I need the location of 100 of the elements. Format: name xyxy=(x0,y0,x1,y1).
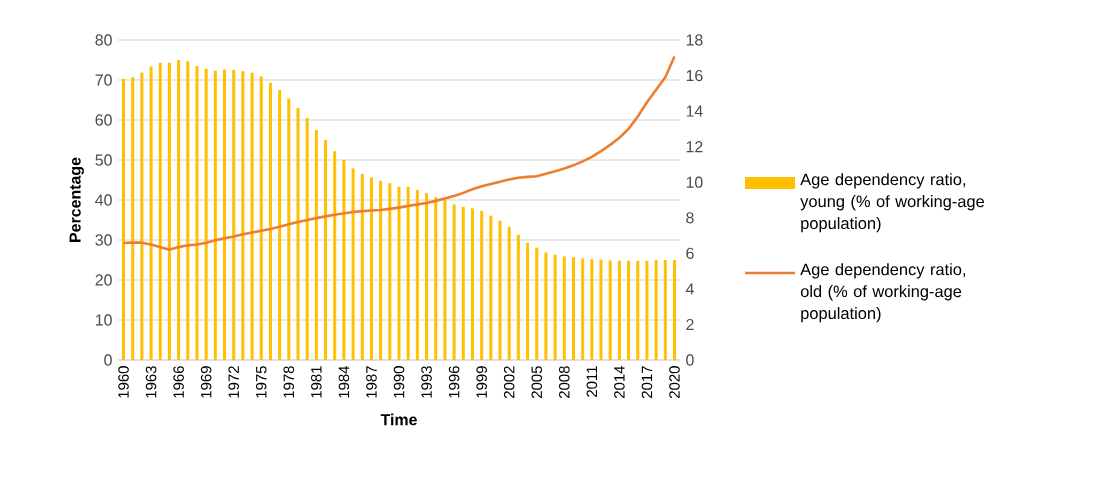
x-tick-label: 1999 xyxy=(476,366,487,398)
y-tick-label: 60 xyxy=(95,114,112,126)
x-tick-label: 2017 xyxy=(641,366,653,399)
bar xyxy=(186,61,190,360)
x-tick-label: 1966 xyxy=(173,366,184,398)
y-axis-title: Percentage xyxy=(69,157,84,242)
bar xyxy=(379,180,383,360)
x-tick-label: 1975 xyxy=(255,366,267,398)
bar xyxy=(369,177,373,360)
bar xyxy=(388,183,392,360)
bar xyxy=(627,260,631,360)
x-tick-label: 1981 xyxy=(311,366,322,398)
bar xyxy=(470,208,474,360)
bar xyxy=(672,260,676,360)
bar xyxy=(158,62,162,360)
y-tick-label: 20 xyxy=(95,274,112,286)
bar xyxy=(305,118,309,360)
y2-tick-label: 4 xyxy=(685,283,694,295)
bar xyxy=(342,160,346,360)
bar xyxy=(241,71,245,360)
bar xyxy=(250,72,254,360)
bar xyxy=(324,140,328,360)
y-tick-label: 70 xyxy=(95,74,112,86)
x-tick-label: 2005 xyxy=(531,366,543,399)
bar xyxy=(516,234,520,360)
bar xyxy=(544,252,548,360)
bar xyxy=(608,260,612,360)
bar xyxy=(434,197,438,360)
y-tick-label: 40 xyxy=(95,194,112,206)
bar xyxy=(562,256,566,360)
bar xyxy=(654,260,658,360)
y-tick-label: 10 xyxy=(95,314,112,326)
x-tick-label: 1990 xyxy=(393,366,405,398)
bar xyxy=(232,70,236,360)
y2-tick-label: 10 xyxy=(686,176,703,188)
x-tick-label: 1984 xyxy=(338,365,350,398)
bar xyxy=(452,204,456,360)
bar xyxy=(415,190,419,360)
bar xyxy=(259,76,263,360)
bar xyxy=(296,108,300,360)
x-tick-label: 1978 xyxy=(283,366,295,398)
bar xyxy=(195,66,199,360)
bar xyxy=(397,186,401,360)
bar xyxy=(140,72,144,360)
bar xyxy=(571,257,575,360)
y-tick-label: 0 xyxy=(104,354,112,366)
x-tick-label: 2008 xyxy=(559,366,570,399)
bar xyxy=(223,69,227,360)
bar xyxy=(636,260,640,360)
bar xyxy=(177,60,181,360)
bar xyxy=(535,247,539,360)
x-tick-label: 2002 xyxy=(503,366,515,399)
bar xyxy=(351,168,355,360)
bar xyxy=(333,151,337,360)
bar xyxy=(167,62,171,360)
x-tick-label: 2020 xyxy=(669,366,680,399)
bar xyxy=(553,254,557,360)
y2-tick-label: 8 xyxy=(686,212,694,224)
y-tick-label: 30 xyxy=(95,234,112,246)
x-tick-label: 1960 xyxy=(118,366,129,398)
y-tick-label: 50 xyxy=(95,154,112,166)
y-tick-label: 80 xyxy=(95,34,112,46)
y2-tick-label: 14 xyxy=(686,105,703,117)
bar xyxy=(314,130,318,360)
x-tick-label: 1993 xyxy=(421,366,432,398)
y2-tick-label: 2 xyxy=(686,318,694,331)
y2-tick-label: 18 xyxy=(686,34,703,46)
x-tick-label: 1972 xyxy=(228,366,239,398)
y2-tick-label: 16 xyxy=(686,69,703,82)
bar xyxy=(122,78,126,360)
bar xyxy=(406,186,410,360)
y2-tick-label: 0 xyxy=(686,354,694,366)
y2-tick-label: 6 xyxy=(686,247,694,259)
bar xyxy=(489,215,493,360)
x-tick-label: 1987 xyxy=(366,366,377,398)
bar xyxy=(663,260,667,360)
bar xyxy=(599,259,603,360)
y2-tick-label: 12 xyxy=(686,141,703,153)
x-tick-label: 2014 xyxy=(614,365,625,399)
bar xyxy=(360,174,364,360)
x-tick-label: 1969 xyxy=(200,366,212,398)
bar xyxy=(149,66,153,360)
bar xyxy=(131,77,135,360)
bar xyxy=(278,90,282,360)
bar xyxy=(425,193,429,360)
bar xyxy=(443,200,447,360)
x-tick-label: 2011 xyxy=(586,366,598,397)
bar xyxy=(213,70,217,360)
bar xyxy=(204,68,208,360)
bar xyxy=(645,260,649,360)
bar xyxy=(617,260,621,360)
legend-label: Age dependency ratio, old (% of working-age population) xyxy=(800,263,966,323)
bar xyxy=(507,226,511,360)
bar xyxy=(461,206,465,360)
bar xyxy=(581,258,585,360)
bar xyxy=(498,220,502,360)
bar xyxy=(526,242,530,360)
legend-label: Age dependency ratio, young (% of working-age population) xyxy=(800,173,984,233)
bar xyxy=(590,259,594,360)
bar xyxy=(480,210,484,360)
